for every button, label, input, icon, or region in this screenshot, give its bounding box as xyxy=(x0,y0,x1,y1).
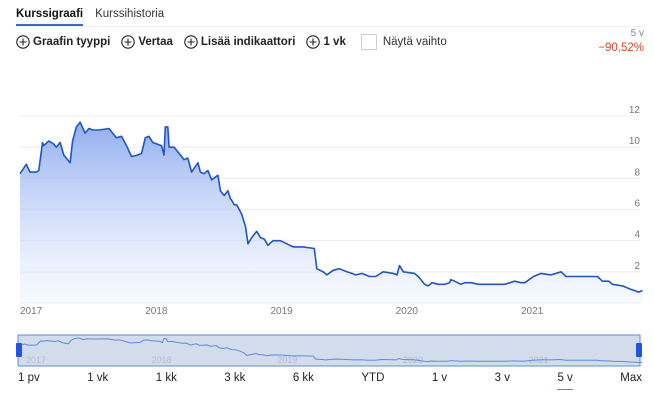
price-chart[interactable]: 2 4 6 8 10 12 2017 2018 2019 2020 2021 xyxy=(0,95,654,320)
plus-circle-icon xyxy=(16,35,30,49)
range-selector: 1 pv 1 vk 1 kk 3 kk 6 kk YTD 1 v 3 v 5 v… xyxy=(18,372,642,390)
price-line xyxy=(19,121,643,293)
compare-label: Vertaa xyxy=(138,36,173,48)
plus-circle-icon xyxy=(306,35,321,49)
range-6m[interactable]: 6 kk xyxy=(292,372,314,384)
svg-text:2: 2 xyxy=(634,261,640,272)
svg-text:2018: 2018 xyxy=(152,355,172,365)
chart-toolbar: Graafin tyyppi Vertaa Lisää indikaattori… xyxy=(16,33,447,51)
svg-text:8: 8 xyxy=(634,167,640,178)
show-volume-label: Näytä vaihto xyxy=(382,36,447,48)
svg-text:12: 12 xyxy=(629,105,641,116)
range-1y[interactable]: 1 v xyxy=(431,372,448,384)
change-value: −90,52% xyxy=(598,42,644,54)
compare-button[interactable]: Vertaa xyxy=(121,35,173,49)
chart-type-label: Graafin tyyppi xyxy=(33,36,111,48)
range-ytd[interactable]: YTD xyxy=(361,372,385,384)
navigator-line xyxy=(17,337,643,363)
svg-text:6: 6 xyxy=(634,199,640,210)
range-1d[interactable]: 1 pv xyxy=(18,372,40,384)
svg-text:10: 10 xyxy=(629,136,641,147)
svg-text:2017: 2017 xyxy=(26,355,46,365)
tab-kurssigraafi[interactable]: Kurssigraafi xyxy=(16,0,84,26)
change-period: 5 v xyxy=(630,28,644,39)
range-5y[interactable]: 5 v xyxy=(557,372,574,390)
add-indicator-label: Lisää indikaattori xyxy=(200,36,296,48)
range-3m[interactable]: 3 kk xyxy=(224,372,246,384)
navigator-right-handle[interactable] xyxy=(636,343,642,357)
interval-button[interactable]: 1 vk xyxy=(306,35,346,49)
range-max[interactable]: Max xyxy=(620,372,642,384)
interval-label: 1 vk xyxy=(323,36,346,48)
svg-text:4: 4 xyxy=(634,230,640,241)
range-3y[interactable]: 3 v xyxy=(494,372,510,384)
navigator-left-handle[interactable] xyxy=(16,343,22,357)
tabs-divider xyxy=(16,26,644,27)
x-axis-labels: 2017 2018 2019 2020 2021 xyxy=(20,306,544,317)
y-axis-labels: 2 4 6 8 10 12 xyxy=(629,105,641,272)
performance-summary: 5 v −90,52% xyxy=(598,28,644,54)
svg-text:2019: 2019 xyxy=(277,355,297,365)
add-indicator-button[interactable]: Lisää indikaattori xyxy=(184,35,296,49)
range-1w[interactable]: 1 vk xyxy=(87,372,109,384)
tab-kurssihistoria[interactable]: Kurssihistoria xyxy=(95,8,165,20)
show-volume-toggle[interactable]: Näytä vaihto xyxy=(360,34,447,50)
range-1m[interactable]: 1 kk xyxy=(155,372,177,384)
svg-text:2020: 2020 xyxy=(396,306,419,317)
plus-circle-icon xyxy=(121,35,136,49)
show-volume-checkbox[interactable] xyxy=(360,34,377,50)
plus-circle-icon xyxy=(184,35,198,49)
svg-text:2018: 2018 xyxy=(145,306,168,317)
price-area xyxy=(20,122,643,303)
svg-text:2021: 2021 xyxy=(521,306,544,317)
svg-text:2019: 2019 xyxy=(271,306,294,317)
chart-type-button[interactable]: Graafin tyyppi xyxy=(16,35,110,49)
svg-text:2017: 2017 xyxy=(20,306,43,317)
range-navigator[interactable]: 2017 2018 2019 2020 2021 xyxy=(0,330,654,370)
